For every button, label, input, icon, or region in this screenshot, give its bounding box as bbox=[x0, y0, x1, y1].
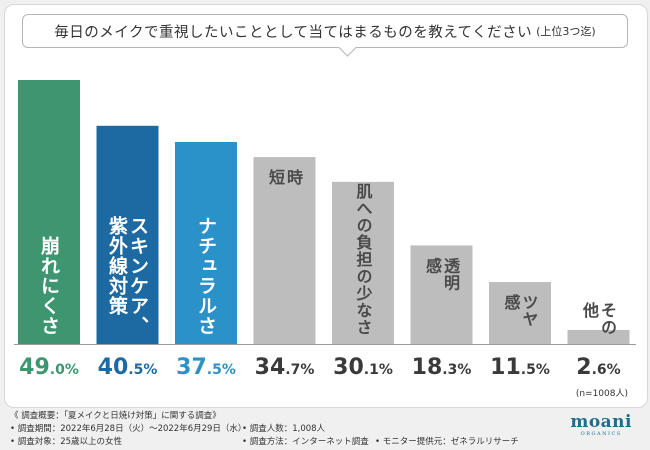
survey-period: • 調査期間：2022年6月28日（火）～2022年6月29日（水） bbox=[10, 424, 247, 434]
value-label: 11.5% bbox=[490, 355, 550, 380]
value-label: 18.3% bbox=[412, 355, 472, 380]
category-label: ツヤ bbox=[520, 294, 539, 328]
survey-provider: • モニター提供元：ゼネラルリサーチ bbox=[375, 437, 519, 447]
bar bbox=[18, 80, 80, 344]
category-label: 短 bbox=[266, 168, 285, 186]
value-label: 37.5% bbox=[176, 355, 236, 380]
bar bbox=[332, 181, 394, 344]
bar bbox=[489, 282, 551, 344]
logo-subtext: ORGANICS bbox=[580, 431, 622, 437]
bar bbox=[253, 157, 316, 344]
bar bbox=[567, 329, 630, 344]
category-label: 時 bbox=[284, 168, 303, 186]
chart-title-box: 毎日のメイクで重視したいこととして当てはまるものを教えてください (上位3つ迄) bbox=[22, 14, 628, 57]
value-label: 34.7% bbox=[255, 355, 315, 380]
bar bbox=[410, 245, 473, 344]
survey-summary-title: 《 調査概要：「夏メイクと日焼け対策」に関する調査》 bbox=[10, 411, 221, 421]
category-label: スキンケア、 bbox=[127, 216, 149, 336]
moani-logo: moani ORGANICS bbox=[570, 412, 632, 438]
bar bbox=[96, 125, 159, 344]
value-label: 40.5% bbox=[98, 355, 158, 380]
category-label: その bbox=[598, 302, 617, 336]
category-label: 他 bbox=[580, 301, 600, 319]
survey-target: • 調査対象：25歳以上の女性 bbox=[10, 437, 123, 447]
chart-title-note: (上位3つ迄) bbox=[536, 25, 596, 38]
category-label: 感 bbox=[502, 293, 521, 311]
bar bbox=[175, 141, 237, 344]
category-label: 紫外線対策 bbox=[106, 216, 129, 316]
sample-size-label: (n=1008人) bbox=[576, 388, 628, 399]
logo-wordmark: moani bbox=[570, 412, 632, 432]
category-label: 感 bbox=[423, 256, 442, 274]
value-label: 49.0% bbox=[19, 355, 79, 380]
category-label: 肌への負担の少なさ bbox=[354, 183, 374, 336]
survey-method: • 調査方法：インターネット調査 bbox=[242, 437, 369, 447]
category-label: ナチュラルさ bbox=[195, 216, 217, 336]
value-label: 2.6% bbox=[576, 355, 620, 380]
value-label: 30.1% bbox=[333, 355, 393, 380]
survey-respondents: • 調査人数：1,008人 bbox=[242, 424, 326, 434]
category-label: 崩れにくさ bbox=[38, 235, 60, 336]
chart-title: 毎日のメイクで重視したいこととして当てはまるものを教えてください bbox=[54, 24, 533, 41]
category-label: 透明 bbox=[441, 257, 460, 291]
